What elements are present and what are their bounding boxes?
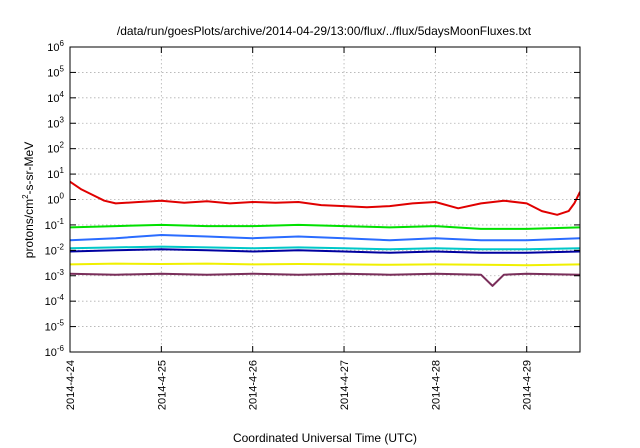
- y-tick-label: 100: [47, 192, 64, 207]
- y-tick-base: 10: [45, 271, 57, 283]
- y-tick-base: 10: [47, 195, 59, 207]
- y-tick-label: 10-2: [45, 242, 65, 257]
- y-tick-base: 10: [45, 296, 57, 308]
- series-line-6: [70, 272, 580, 287]
- x-axis-label: Coordinated Universal Time (UTC): [233, 431, 417, 445]
- y-tick-base: 10: [47, 169, 59, 181]
- y-tick-base: 10: [45, 347, 57, 359]
- y-tick-exponent: 0: [60, 192, 65, 201]
- y-tick-exponent: 3: [60, 115, 65, 124]
- x-tick-label: 2014-4-27: [339, 360, 351, 410]
- y-tick-base: 10: [45, 322, 57, 334]
- y-tick-exponent: 4: [60, 90, 65, 99]
- y-tick-label: 10-5: [45, 319, 65, 334]
- y-tick-exponent: -1: [57, 217, 65, 226]
- y-tick-base: 10: [47, 144, 59, 156]
- y-axis-label: protons/cm2-s-sr-MeV: [21, 142, 36, 258]
- y-tick-label: 10-1: [45, 217, 65, 232]
- y-tick-exponent: -5: [57, 319, 65, 328]
- y-tick-exponent: 2: [60, 141, 65, 150]
- y-axis-label-suffix: -s-sr-MeV: [22, 142, 36, 195]
- y-tick-label: 106: [47, 39, 64, 54]
- y-tick-label: 103: [47, 115, 64, 130]
- y-tick-label: 104: [47, 90, 64, 105]
- y-tick-exponent: 6: [60, 39, 65, 48]
- series-line-2: [70, 234, 580, 242]
- y-tick-base: 10: [45, 220, 57, 232]
- x-tick-label: 2014-4-24: [65, 360, 77, 410]
- y-axis-label-prefix: protons/cm: [22, 199, 36, 258]
- y-axis: 10-610-510-410-310-210-11001011021031041…: [45, 39, 580, 359]
- series-line-1: [70, 223, 580, 230]
- y-tick-exponent: 1: [60, 166, 65, 175]
- y-tick-label: 10-4: [45, 293, 65, 308]
- series-line-5: [70, 262, 580, 267]
- y-axis-label-sup: 2: [21, 194, 30, 199]
- y-tick-base: 10: [47, 42, 59, 54]
- x-axis: 2014-4-24 2014-4-25 2014-4-26 2014-4-27 2014…: [65, 47, 534, 410]
- y-tick-label: 10-3: [45, 268, 65, 283]
- y-tick-exponent: -6: [57, 344, 65, 353]
- chart-title: /data/run/goesPlots/archive/2014-04-29/1…: [117, 24, 532, 38]
- series-line-0: [70, 180, 580, 216]
- x-tick-label: 2014-4-28: [430, 360, 442, 410]
- y-tick-exponent: -2: [57, 242, 65, 251]
- x-tick-label: 2014-4-29: [522, 360, 534, 410]
- y-tick-base: 10: [47, 93, 59, 105]
- y-tick-exponent: 5: [60, 64, 65, 73]
- y-tick-label: 102: [47, 141, 64, 156]
- y-tick-label: 101: [47, 166, 64, 181]
- series-group: [70, 180, 580, 287]
- y-tick-base: 10: [45, 245, 57, 257]
- x-tick-label: 2014-4-26: [248, 360, 260, 410]
- y-tick-label: 10-6: [45, 344, 65, 359]
- y-tick-base: 10: [47, 67, 59, 79]
- series-line-3: [70, 245, 580, 251]
- y-tick-exponent: -3: [57, 268, 65, 277]
- y-tick-base: 10: [47, 118, 59, 130]
- x-tick-label: 2014-4-25: [156, 360, 168, 410]
- y-tick-label: 105: [47, 64, 64, 79]
- series-line-4: [70, 248, 580, 254]
- y-tick-exponent: -4: [57, 293, 65, 302]
